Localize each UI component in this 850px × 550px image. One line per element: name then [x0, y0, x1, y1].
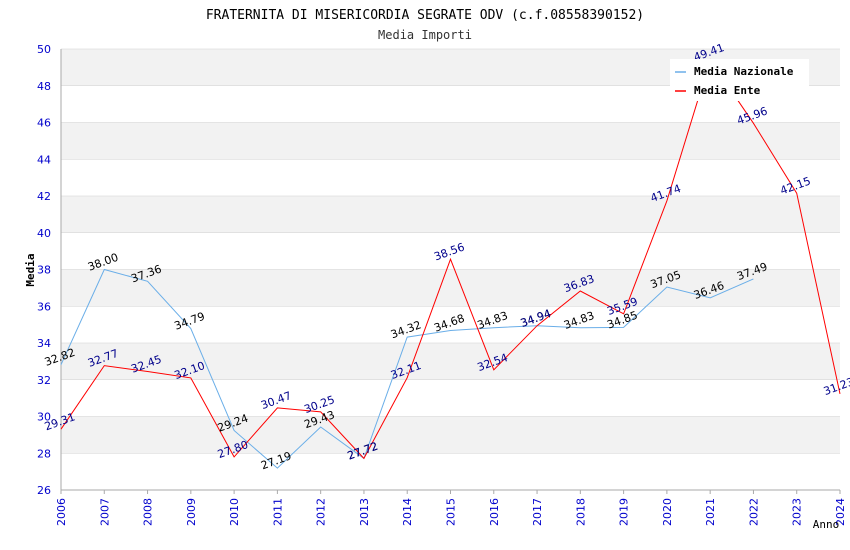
x-tick-label: 2016: [488, 498, 501, 526]
x-axis-label: Anno: [813, 518, 840, 531]
x-tick-label: 2019: [618, 498, 631, 526]
tick-labels: 26 28 30 32 34 36 38 40 42 44 46 48 50 2006 2007 2008 20…: [37, 43, 847, 526]
axes: [60, 49, 841, 494]
plot-background: [61, 49, 840, 490]
x-tick-label: 2006: [55, 498, 68, 526]
y-tick-label: 48: [37, 80, 51, 93]
y-tick-label: 28: [37, 447, 51, 460]
legend-label-media-nazionale: Media Nazionale: [694, 65, 794, 78]
x-tick-label: 2011: [271, 498, 284, 526]
legend-box: [670, 59, 809, 101]
x-tick-label: 2024: [834, 498, 847, 526]
x-tick-label: 2009: [185, 498, 198, 526]
x-tick-label: 2010: [228, 498, 241, 526]
y-tick-label: 34: [37, 337, 51, 350]
legend: Media Nazionale Media Ente: [670, 59, 809, 101]
y-tick-label: 50: [37, 43, 51, 56]
y-tick-label: 30: [37, 411, 51, 424]
y-tick-label: 38: [37, 264, 51, 277]
plot-band: [61, 122, 840, 160]
x-tick-label: 2023: [791, 498, 804, 526]
x-tick-label: 2020: [661, 498, 674, 526]
series-line-media-nazionale: [60, 268, 754, 469]
y-tick-label: 36: [37, 300, 51, 313]
x-tick-label: 2013: [358, 498, 371, 526]
x-tick-label: 2014: [401, 498, 414, 526]
plot-band: [61, 379, 840, 417]
plot-band: [61, 196, 840, 233]
y-tick-label: 44: [37, 153, 51, 166]
x-tick-label: 2021: [704, 498, 717, 526]
plot-band: [61, 416, 840, 454]
legend-label-media-ente: Media Ente: [694, 84, 761, 97]
plot-band: [61, 269, 840, 307]
chart-subtitle: Media Importi: [378, 28, 472, 42]
y-tick-label: 26: [37, 484, 51, 497]
x-tick-label: 2022: [747, 498, 760, 526]
y-tick-label: 32: [37, 374, 51, 387]
x-tick-label: 2007: [98, 498, 111, 526]
chart-title: FRATERNITA DI MISERICORDIA SEGRATE ODV (…: [206, 8, 644, 23]
y-tick-label: 40: [37, 227, 51, 240]
x-tick-label: 2018: [574, 498, 587, 526]
plot-band: [61, 232, 840, 270]
y-tick-label: 42: [37, 190, 51, 203]
x-tick-label: 2008: [142, 498, 155, 526]
plot-band: [61, 306, 840, 343]
plot-band: [61, 159, 840, 196]
x-tick-label: 2015: [445, 498, 458, 526]
plot-band: [61, 343, 840, 380]
x-tick-label: 2012: [315, 498, 328, 526]
x-tick-label: 2017: [531, 498, 544, 526]
y-tick-label: 46: [37, 117, 51, 130]
y-axis-label: Media: [24, 253, 37, 286]
plot-band: [61, 453, 840, 490]
